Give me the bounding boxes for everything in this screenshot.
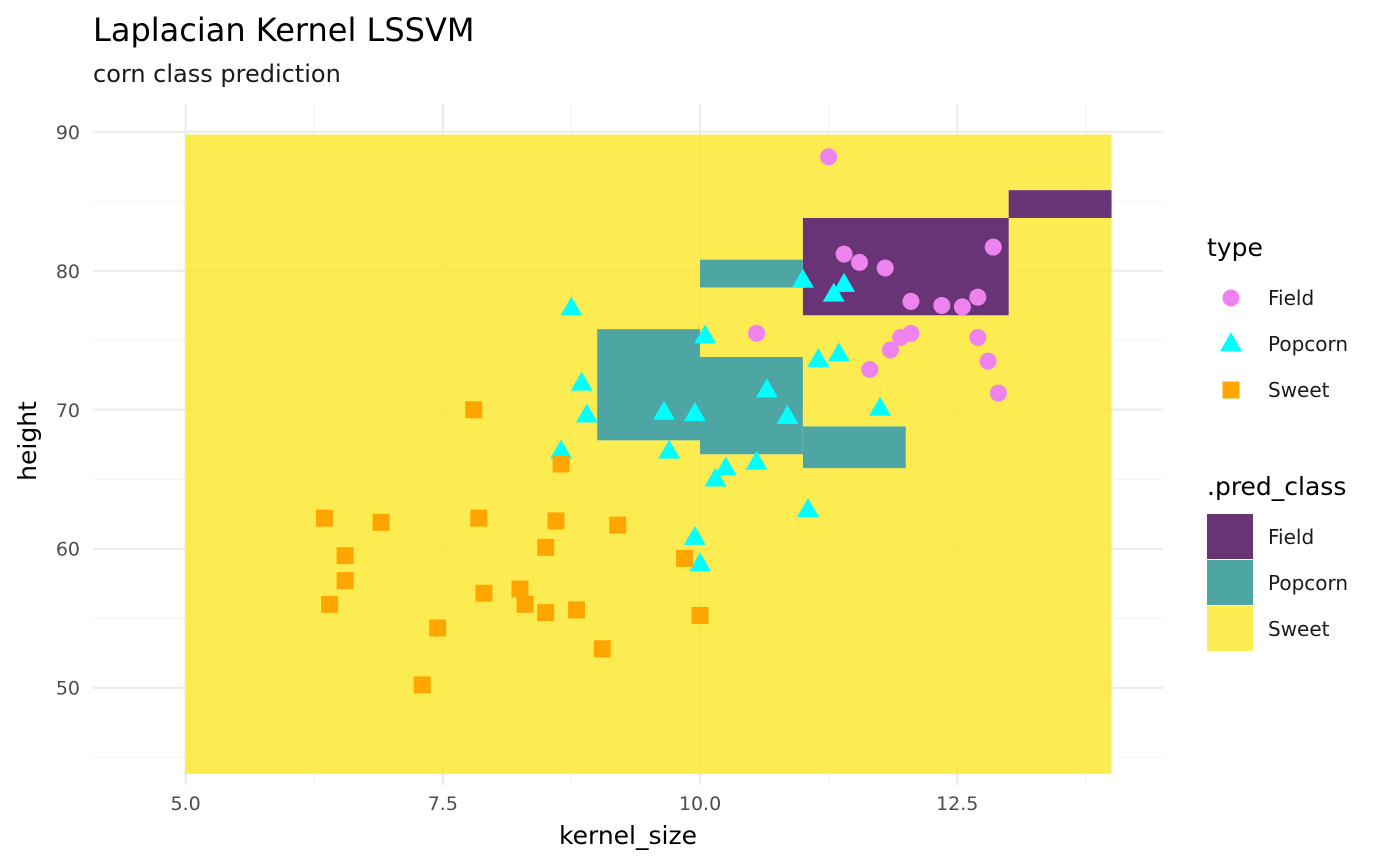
point-field: [979, 352, 997, 370]
x-axis-title: kernel_size: [559, 821, 697, 850]
prediction-regions: [185, 134, 1112, 774]
region-tile-popcorn: [802, 426, 906, 469]
region-tile-popcorn: [700, 259, 803, 288]
axis-tick-labels: 5.0 7.5 10.0 12.5 50 60 70 80 90: [56, 122, 979, 815]
point-sweet: [475, 584, 493, 602]
region-tile-field: [1008, 190, 1112, 218]
y-axis-title: height: [13, 401, 42, 481]
point-sweet: [429, 619, 447, 637]
point-popcorn: [704, 467, 727, 487]
data-points: [315, 148, 1007, 694]
region-tile-popcorn: [597, 329, 701, 441]
point-popcorn: [827, 342, 850, 362]
x-tick-label: 7.5: [428, 793, 458, 815]
point-sweet: [537, 604, 555, 622]
y-tick-label: 80: [56, 261, 80, 283]
x-tick-label: 10.0: [679, 793, 721, 815]
x-tick-label: 12.5: [936, 793, 978, 815]
point-field: [861, 360, 879, 378]
point-popcorn: [755, 378, 778, 398]
region-tile-popcorn: [700, 356, 803, 455]
legend-key-field: [1222, 289, 1240, 307]
point-sweet: [676, 549, 694, 567]
y-tick-label: 50: [56, 678, 80, 700]
point-popcorn: [714, 456, 737, 476]
legend-label-sweet: Sweet: [1268, 378, 1330, 402]
point-popcorn: [869, 396, 892, 416]
legend-swatch-popcorn: [1207, 560, 1253, 605]
point-field: [953, 298, 971, 316]
point-field: [835, 245, 853, 263]
y-tick-label: 70: [56, 400, 80, 422]
point-sweet: [470, 509, 488, 527]
point-field: [902, 292, 920, 310]
point-sweet: [372, 513, 390, 531]
point-sweet: [547, 512, 565, 530]
chart-subtitle: corn class prediction: [93, 60, 341, 88]
chart-title: Laplacian Kernel LSSVM: [93, 11, 474, 49]
legend-label-pred-sweet: Sweet: [1268, 617, 1330, 641]
legend-label-popcorn: Popcorn: [1268, 332, 1348, 356]
point-field: [820, 148, 838, 166]
legend-key-popcorn: [1220, 332, 1242, 352]
point-popcorn: [683, 525, 706, 545]
point-popcorn: [575, 403, 598, 423]
point-sweet: [336, 572, 354, 590]
legend-label-field: Field: [1268, 286, 1314, 310]
point-field: [748, 324, 766, 342]
point-popcorn: [745, 450, 768, 470]
point-popcorn: [653, 400, 676, 420]
point-sweet: [552, 455, 570, 473]
point-sweet: [336, 547, 354, 565]
point-popcorn: [550, 439, 573, 459]
point-popcorn: [776, 404, 799, 424]
point-sweet: [537, 538, 555, 556]
y-tick-label: 90: [56, 122, 80, 144]
point-field: [850, 253, 868, 271]
point-field: [876, 259, 894, 277]
legend-title-pred-class: .pred_class: [1207, 472, 1346, 501]
point-popcorn: [560, 296, 583, 316]
legend-swatch-field: [1207, 514, 1253, 559]
point-popcorn: [694, 324, 717, 344]
point-sweet: [413, 676, 431, 694]
point-sweet: [465, 401, 483, 419]
legend-key-sweet: [1222, 381, 1240, 399]
legend-title-type: type: [1207, 233, 1263, 262]
legends: typeFieldPopcornSweet.pred_classFieldPop…: [1207, 233, 1348, 651]
point-sweet: [516, 595, 534, 613]
point-field: [933, 297, 951, 315]
legend-swatch-sweet: [1207, 606, 1253, 651]
point-field: [902, 324, 920, 342]
point-popcorn: [807, 347, 830, 367]
point-popcorn: [658, 439, 681, 459]
point-field: [989, 384, 1007, 402]
point-sweet: [511, 580, 529, 598]
point-popcorn: [791, 268, 814, 288]
point-popcorn: [833, 272, 856, 292]
point-sweet: [593, 640, 611, 658]
legend-label-pred-popcorn: Popcorn: [1268, 571, 1348, 595]
point-field: [984, 238, 1002, 256]
point-popcorn: [689, 552, 712, 572]
point-popcorn: [822, 282, 845, 302]
point-sweet: [321, 595, 339, 613]
point-sweet: [691, 606, 709, 624]
point-field: [881, 341, 899, 359]
legend-label-pred-field: Field: [1268, 525, 1314, 549]
x-tick-label: 5.0: [170, 793, 200, 815]
point-field: [969, 288, 987, 306]
point-sweet: [315, 509, 333, 527]
point-sweet: [568, 601, 586, 619]
point-popcorn: [570, 371, 593, 391]
point-sweet: [609, 516, 627, 534]
point-popcorn: [797, 498, 820, 518]
point-field: [969, 328, 987, 346]
point-popcorn: [683, 402, 706, 422]
y-tick-label: 60: [56, 539, 80, 561]
